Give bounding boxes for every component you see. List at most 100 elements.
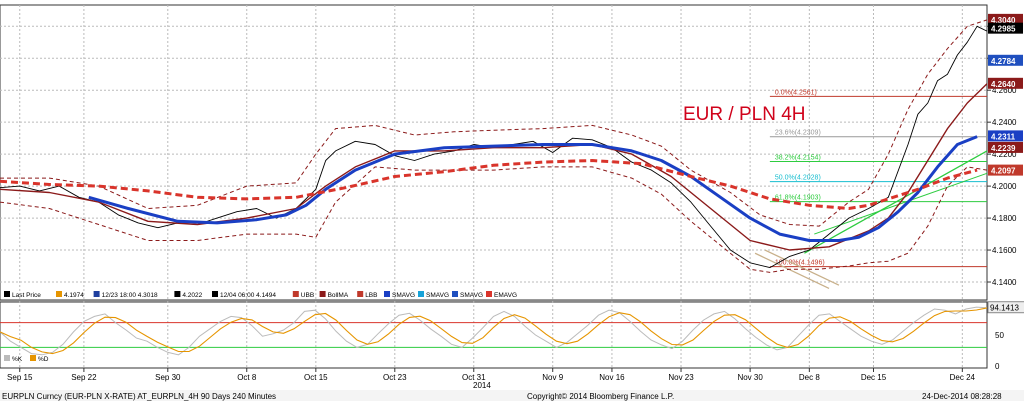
legend-label: BollMA: [328, 292, 349, 299]
price-tag-label: 4.3040: [991, 16, 1016, 25]
chart-title: EUR / PLN 4H: [683, 104, 805, 125]
oscillator-legend-swatch: [4, 355, 10, 361]
year-label: 2014: [473, 381, 491, 390]
legend-label: EMAVG: [494, 292, 517, 299]
legend-swatch: [319, 291, 326, 297]
fib-level-label: 61.8%(4.1903): [775, 195, 821, 202]
time-tick-label: Dec 24: [950, 373, 976, 382]
oscillator-last-label: 94.1413: [990, 304, 1019, 313]
time-tick-label: Sep 30: [155, 373, 181, 382]
oscillator-last-tag: [987, 301, 1024, 314]
legend-swatch: [292, 291, 299, 297]
series-line-lbb: [0, 166, 988, 273]
trend-line-channel: [754, 252, 830, 289]
time-axis: Sep 15 Sep 22 Sep 30 Oct 8 Oct 15 Oct 23 Oct 3…: [7, 368, 976, 382]
footer-instrument: EURPLN Curncy (EUR-PLN X-RATE) AT_EURPLN…: [2, 392, 276, 401]
time-tick-label: Nov 9: [542, 373, 563, 382]
price-tick-label: 4.1400: [992, 278, 1017, 287]
series-lines: [0, 19, 988, 273]
oscillator-k-line: [0, 306, 988, 356]
fibonacci-levels: 0.0%(4.2561) 23.6%(4.2309) 38.2%(4.2154) 50…: [769, 89, 987, 268]
price-tag-label: 4.2311: [991, 132, 1016, 141]
legend-label: 12/04 06:00 4.1494: [220, 292, 276, 299]
price-tag: [988, 54, 1023, 66]
legend-label: 12/23 18:00 4.3018: [102, 292, 158, 299]
oscillator-legend-label: %D: [38, 356, 49, 363]
series-line-smavg: [88, 135, 978, 242]
oscillator-tick-label: 0: [995, 362, 1000, 371]
legend-label: SMAVG: [460, 292, 483, 299]
price-tag: [988, 141, 1023, 153]
price-tick-label: 4.2600: [992, 86, 1017, 95]
legend-swatch: [93, 291, 100, 297]
fib-level-label: 38.2%(4.2154): [775, 154, 821, 161]
price-tag-label: 4.2640: [991, 80, 1016, 89]
legend-swatch: [418, 291, 424, 297]
price-tag: [988, 164, 1023, 176]
trend-lines: [754, 150, 988, 289]
footer-timestamp: 24-Dec-2014 08:28:28: [922, 392, 1002, 401]
legend-label: SMAVG: [392, 292, 415, 299]
price-tag: [988, 77, 1023, 89]
time-tick-label: Oct 31: [462, 373, 486, 382]
legend-label: UBB: [301, 292, 314, 299]
series-line-ubb: [0, 19, 988, 227]
time-tick-label: Dec 15: [861, 373, 887, 382]
oscillator-axis: 0 50 94.1413: [987, 301, 1024, 371]
price-tag: [988, 22, 1023, 34]
oscillator-lines: [0, 306, 988, 356]
time-tick-label: Sep 22: [71, 373, 97, 382]
legend-label: SMAVG: [426, 292, 449, 299]
time-tick-label: Nov 23: [668, 373, 694, 382]
legend-label: 4.2022: [182, 292, 202, 299]
time-tick-label: Oct 23: [383, 373, 407, 382]
oscillator-legend: %K %D: [4, 355, 49, 363]
legend-swatch: [452, 291, 458, 297]
legend-swatch: [174, 291, 181, 297]
time-tick-label: Nov 30: [737, 373, 763, 382]
price-tag: [988, 13, 1023, 25]
oscillator-d-line: [0, 307, 988, 355]
legend: Last Price 4.1974 12/23 18:00 4.3018 4.2022…: [4, 291, 517, 299]
fib-level-label: 23.6%(4.2309): [775, 130, 821, 137]
price-tick-label: 4.2400: [992, 118, 1017, 127]
series-line-emavg: [0, 159, 978, 210]
legend-swatch: [357, 291, 364, 297]
legend-label: LBB: [365, 292, 377, 299]
legend-swatch: [486, 291, 492, 297]
legend-swatch: [4, 291, 10, 297]
time-tick-label: Sep 15: [7, 373, 33, 382]
price-tag-label: 4.2784: [991, 57, 1016, 66]
price-tag-label: 4.2239: [991, 144, 1016, 153]
legend-swatch: [212, 291, 218, 297]
legend-swatch: [384, 291, 390, 297]
price-tag: [988, 130, 1023, 142]
footer-copyright: Copyright© 2014 Bloomberg Finance L.P.: [527, 392, 674, 401]
price-tick-label: 4.2000: [992, 182, 1017, 191]
fib-level-label: 100.0%(4.1496): [775, 260, 825, 267]
time-tick-label: Dec 8: [799, 373, 820, 382]
time-tick-label: Oct 15: [304, 373, 328, 382]
legend-label: 4.1974: [64, 292, 84, 299]
oscillator-panel: [0, 301, 988, 369]
price-tag-label: 4.2097: [991, 167, 1016, 176]
price-tick-label: 4.1600: [992, 246, 1017, 255]
grid-lines: [0, 5, 987, 368]
price-panel: [0, 4, 988, 301]
fib-level-label: 50.0%(4.2028): [775, 175, 821, 182]
time-tick-label: Oct 8: [237, 373, 257, 382]
trend-line-channel-2: [764, 249, 840, 286]
trend-line-support-2: [814, 172, 988, 235]
legend-label: Last Price: [12, 292, 41, 299]
legend-swatch: [56, 291, 62, 297]
price-tag-label: 4.2985: [991, 25, 1016, 34]
time-tick-label: Nov 16: [599, 373, 625, 382]
oscillator-tick-label: 50: [995, 331, 1004, 340]
trend-line-support: [804, 150, 988, 254]
price-tick-label: 4.1800: [992, 214, 1017, 223]
oscillator-legend-swatch: [30, 355, 36, 361]
oscillator-legend-label: %K: [12, 356, 23, 363]
price-tick-label: 4.2200: [992, 150, 1017, 159]
